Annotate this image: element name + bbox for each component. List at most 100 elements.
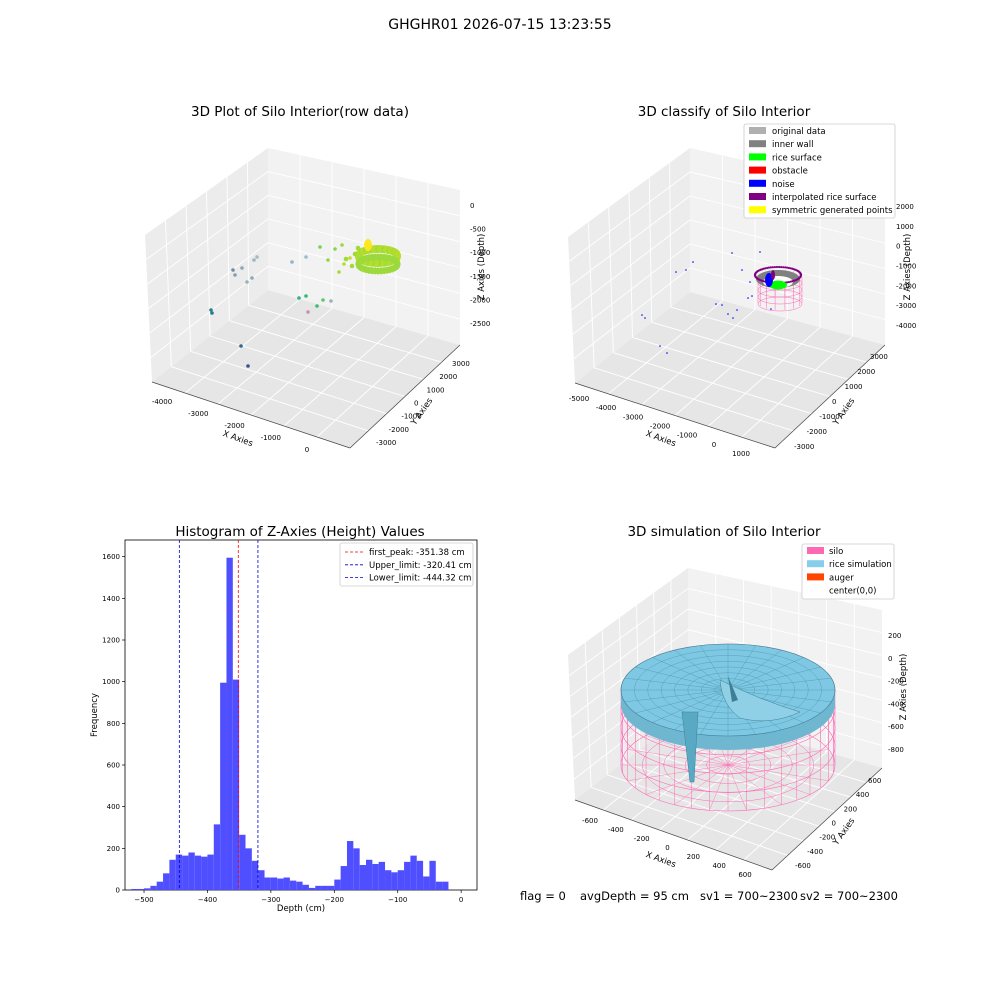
raw-z-tick-label: 0 bbox=[470, 202, 474, 210]
classify-x-tick-label: -1000 bbox=[677, 432, 697, 440]
classify-z-tick-label: -3000 bbox=[896, 302, 916, 310]
interpolated-surface-point bbox=[799, 273, 803, 276]
raw-axis-line bbox=[349, 344, 461, 449]
rice-cone-depression bbox=[681, 711, 699, 783]
simulation-gridline bbox=[687, 588, 883, 634]
rice-mesh-spoke bbox=[727, 666, 821, 691]
classify-x-axis-label: X Axies bbox=[644, 429, 677, 449]
raw-axes: -4000 -3000 -2000 -1000 0 3000 2000 1000 0 -1000 -… bbox=[145, 148, 490, 454]
histogram-y-tick-label: 600 bbox=[107, 762, 120, 770]
classify-x-tick-label: 0 bbox=[712, 441, 716, 449]
rice-mesh-spoke bbox=[700, 689, 729, 735]
histogram-y-tick-label: 1400 bbox=[102, 595, 120, 603]
histogram-bar bbox=[251, 860, 259, 890]
raw-data-point bbox=[245, 280, 249, 284]
interpolated-surface-point bbox=[789, 267, 792, 270]
histogram-x-tick-label: −300 bbox=[261, 896, 280, 904]
simulation-x-tick-label: -400 bbox=[608, 826, 624, 834]
simulation-x-tick-label: 400 bbox=[712, 862, 725, 870]
simulation-surface bbox=[620, 643, 836, 812]
simulation-gridline bbox=[743, 759, 855, 861]
histogram-bar bbox=[321, 885, 328, 890]
noise-point bbox=[685, 269, 687, 271]
rice-mesh-spoke bbox=[624, 689, 729, 703]
simulation-floor-pane bbox=[575, 712, 882, 870]
raw-data-point bbox=[306, 310, 310, 314]
classify-legend-swatch bbox=[749, 193, 766, 200]
status-flag: flag = 0 bbox=[520, 889, 566, 903]
simulation-gridline bbox=[715, 751, 827, 851]
histogram-y-tick-label: 800 bbox=[107, 720, 120, 728]
rice-mesh-spoke bbox=[727, 645, 756, 691]
raw-data-point bbox=[333, 247, 337, 251]
histogram-bar bbox=[175, 854, 183, 890]
silo-bottom-spoke bbox=[709, 764, 729, 811]
histogram-bar bbox=[163, 873, 170, 890]
raw-data-points bbox=[209, 239, 401, 368]
simulation-z-tick-label: 0 bbox=[888, 655, 892, 663]
simulation-x-tick-label: -600 bbox=[582, 817, 598, 825]
classify-y-tick-label: -3000 bbox=[794, 443, 814, 451]
simulation-gridline bbox=[568, 588, 689, 677]
histogram-bar bbox=[327, 885, 335, 890]
raw-data-point bbox=[357, 259, 363, 265]
classify-legend-swatch bbox=[749, 140, 766, 148]
simulation-gridline bbox=[623, 761, 820, 827]
classify-z-tick-label: 1000 bbox=[896, 223, 914, 231]
noise-point bbox=[721, 304, 723, 306]
raw-y-tick-label: -2000 bbox=[389, 426, 409, 434]
histogram-bar bbox=[232, 679, 240, 890]
simulation-y-tick-label: 200 bbox=[844, 805, 857, 813]
raw-z-tick-label: -2000 bbox=[470, 296, 490, 304]
simulation-z-tick-label: -600 bbox=[888, 723, 904, 731]
interpolated-surface-point bbox=[767, 266, 771, 269]
interpolated-surface-point bbox=[773, 265, 777, 269]
raw-data-point bbox=[210, 311, 214, 315]
classify-y-tick-label: -2000 bbox=[807, 428, 827, 436]
rice-surface-ridge bbox=[719, 679, 801, 722]
rice-mesh-spoke bbox=[635, 666, 729, 691]
interpolated-surface-point bbox=[787, 280, 790, 284]
raw-y-tick-label: -1000 bbox=[401, 413, 421, 421]
raw-top-point bbox=[364, 239, 372, 251]
histogram-bar bbox=[201, 856, 208, 890]
silo-bottom-spoke bbox=[727, 749, 829, 766]
classify-legend-swatch bbox=[749, 153, 766, 161]
noise-point bbox=[732, 317, 734, 319]
histogram-bar bbox=[308, 887, 316, 890]
silo-bottom-spoke bbox=[727, 764, 811, 795]
silo-bottom-spoke bbox=[645, 764, 729, 795]
simulation-legend-swatch bbox=[807, 573, 824, 581]
histogram-bar bbox=[416, 860, 424, 890]
classify-legend-swatch bbox=[749, 166, 766, 174]
noise-point bbox=[727, 313, 729, 315]
classify-z-tick-label: -2000 bbox=[896, 282, 916, 290]
histogram-bar bbox=[182, 855, 189, 890]
status-sv1: sv1 = 700~2300 bbox=[700, 889, 798, 903]
raw-data-point bbox=[246, 364, 250, 368]
histogram-bar bbox=[391, 872, 398, 890]
interpolated-surface-point bbox=[785, 266, 789, 269]
noise-point bbox=[715, 303, 717, 305]
raw-data-point bbox=[321, 298, 325, 302]
simulation-z-tick-label: -200 bbox=[888, 678, 904, 686]
rice-mesh-spoke bbox=[727, 657, 804, 691]
histogram-bar bbox=[156, 881, 164, 890]
simulation-y-tick-label: -600 bbox=[795, 862, 811, 870]
histogram-bar bbox=[296, 881, 303, 890]
classify-legend-frame bbox=[743, 123, 896, 219]
raw-x-tick-label: 0 bbox=[305, 446, 309, 454]
classify-y-tick-label: 2000 bbox=[857, 368, 875, 376]
simulation-axis-line bbox=[574, 799, 773, 871]
silo-wall-ring bbox=[757, 289, 803, 305]
interpolated-surface-point bbox=[779, 265, 783, 269]
histogram-y-tick-label: 200 bbox=[107, 845, 120, 853]
histogram-bar bbox=[226, 557, 233, 890]
interpolated-surface-point bbox=[769, 266, 772, 269]
raw-z-tick-label: -2500 bbox=[470, 320, 490, 328]
classify-y-tick-label: 1000 bbox=[845, 383, 863, 391]
raw-data-point bbox=[252, 258, 256, 262]
raw-y-tick-label: 1000 bbox=[427, 386, 445, 394]
rice-mesh-spoke bbox=[652, 689, 729, 723]
